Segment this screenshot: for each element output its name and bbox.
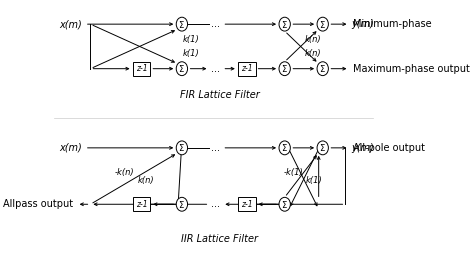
Circle shape xyxy=(279,17,290,31)
Text: z-1: z-1 xyxy=(136,200,147,209)
Text: -k(1): -k(1) xyxy=(284,168,304,177)
Text: ...: ... xyxy=(211,143,220,153)
Bar xyxy=(133,197,151,211)
Text: k(n): k(n) xyxy=(304,49,321,58)
Bar xyxy=(238,197,256,211)
Text: z-1: z-1 xyxy=(136,64,147,73)
Text: k(1): k(1) xyxy=(183,49,200,58)
Text: k(1): k(1) xyxy=(305,176,322,185)
Text: y(m): y(m) xyxy=(351,19,374,29)
Text: y(m): y(m) xyxy=(351,143,374,153)
Text: FIR Lattice Filter: FIR Lattice Filter xyxy=(180,90,260,100)
Text: x(m): x(m) xyxy=(59,19,82,29)
Text: $\Sigma$: $\Sigma$ xyxy=(281,199,288,210)
Circle shape xyxy=(317,141,328,155)
Text: $\Sigma$: $\Sigma$ xyxy=(319,142,326,153)
Text: Minimum-phase: Minimum-phase xyxy=(353,19,432,29)
Text: z-1: z-1 xyxy=(241,200,252,209)
Text: k(n): k(n) xyxy=(304,35,321,44)
Text: $\Sigma$: $\Sigma$ xyxy=(319,19,326,30)
Text: $\Sigma$: $\Sigma$ xyxy=(179,199,185,210)
Circle shape xyxy=(279,141,290,155)
Text: $\Sigma$: $\Sigma$ xyxy=(281,63,288,74)
Text: $\Sigma$: $\Sigma$ xyxy=(281,142,288,153)
Circle shape xyxy=(317,17,328,31)
Circle shape xyxy=(176,17,188,31)
Circle shape xyxy=(176,197,188,211)
Text: $\Sigma$: $\Sigma$ xyxy=(281,19,288,30)
Text: $\Sigma$: $\Sigma$ xyxy=(179,142,185,153)
Circle shape xyxy=(176,62,188,76)
Text: ...: ... xyxy=(211,19,220,29)
Bar xyxy=(238,62,256,76)
Text: -k(n): -k(n) xyxy=(115,168,134,177)
Text: $\Sigma$: $\Sigma$ xyxy=(179,19,185,30)
Text: Allpass output: Allpass output xyxy=(2,199,73,209)
Text: ...: ... xyxy=(211,64,220,74)
Circle shape xyxy=(176,141,188,155)
Circle shape xyxy=(317,62,328,76)
Text: x(m): x(m) xyxy=(59,143,82,153)
Text: k(n): k(n) xyxy=(138,176,154,185)
Text: k(1): k(1) xyxy=(183,35,200,44)
Text: $\Sigma$: $\Sigma$ xyxy=(319,63,326,74)
Text: IIR Lattice Filter: IIR Lattice Filter xyxy=(181,234,258,244)
Circle shape xyxy=(279,197,290,211)
Text: ...: ... xyxy=(211,199,220,209)
Bar xyxy=(133,62,151,76)
Text: Maximum-phase output: Maximum-phase output xyxy=(353,64,470,74)
Text: All-pole output: All-pole output xyxy=(353,143,426,153)
Text: z-1: z-1 xyxy=(241,64,252,73)
Text: $\Sigma$: $\Sigma$ xyxy=(179,63,185,74)
Circle shape xyxy=(279,62,290,76)
